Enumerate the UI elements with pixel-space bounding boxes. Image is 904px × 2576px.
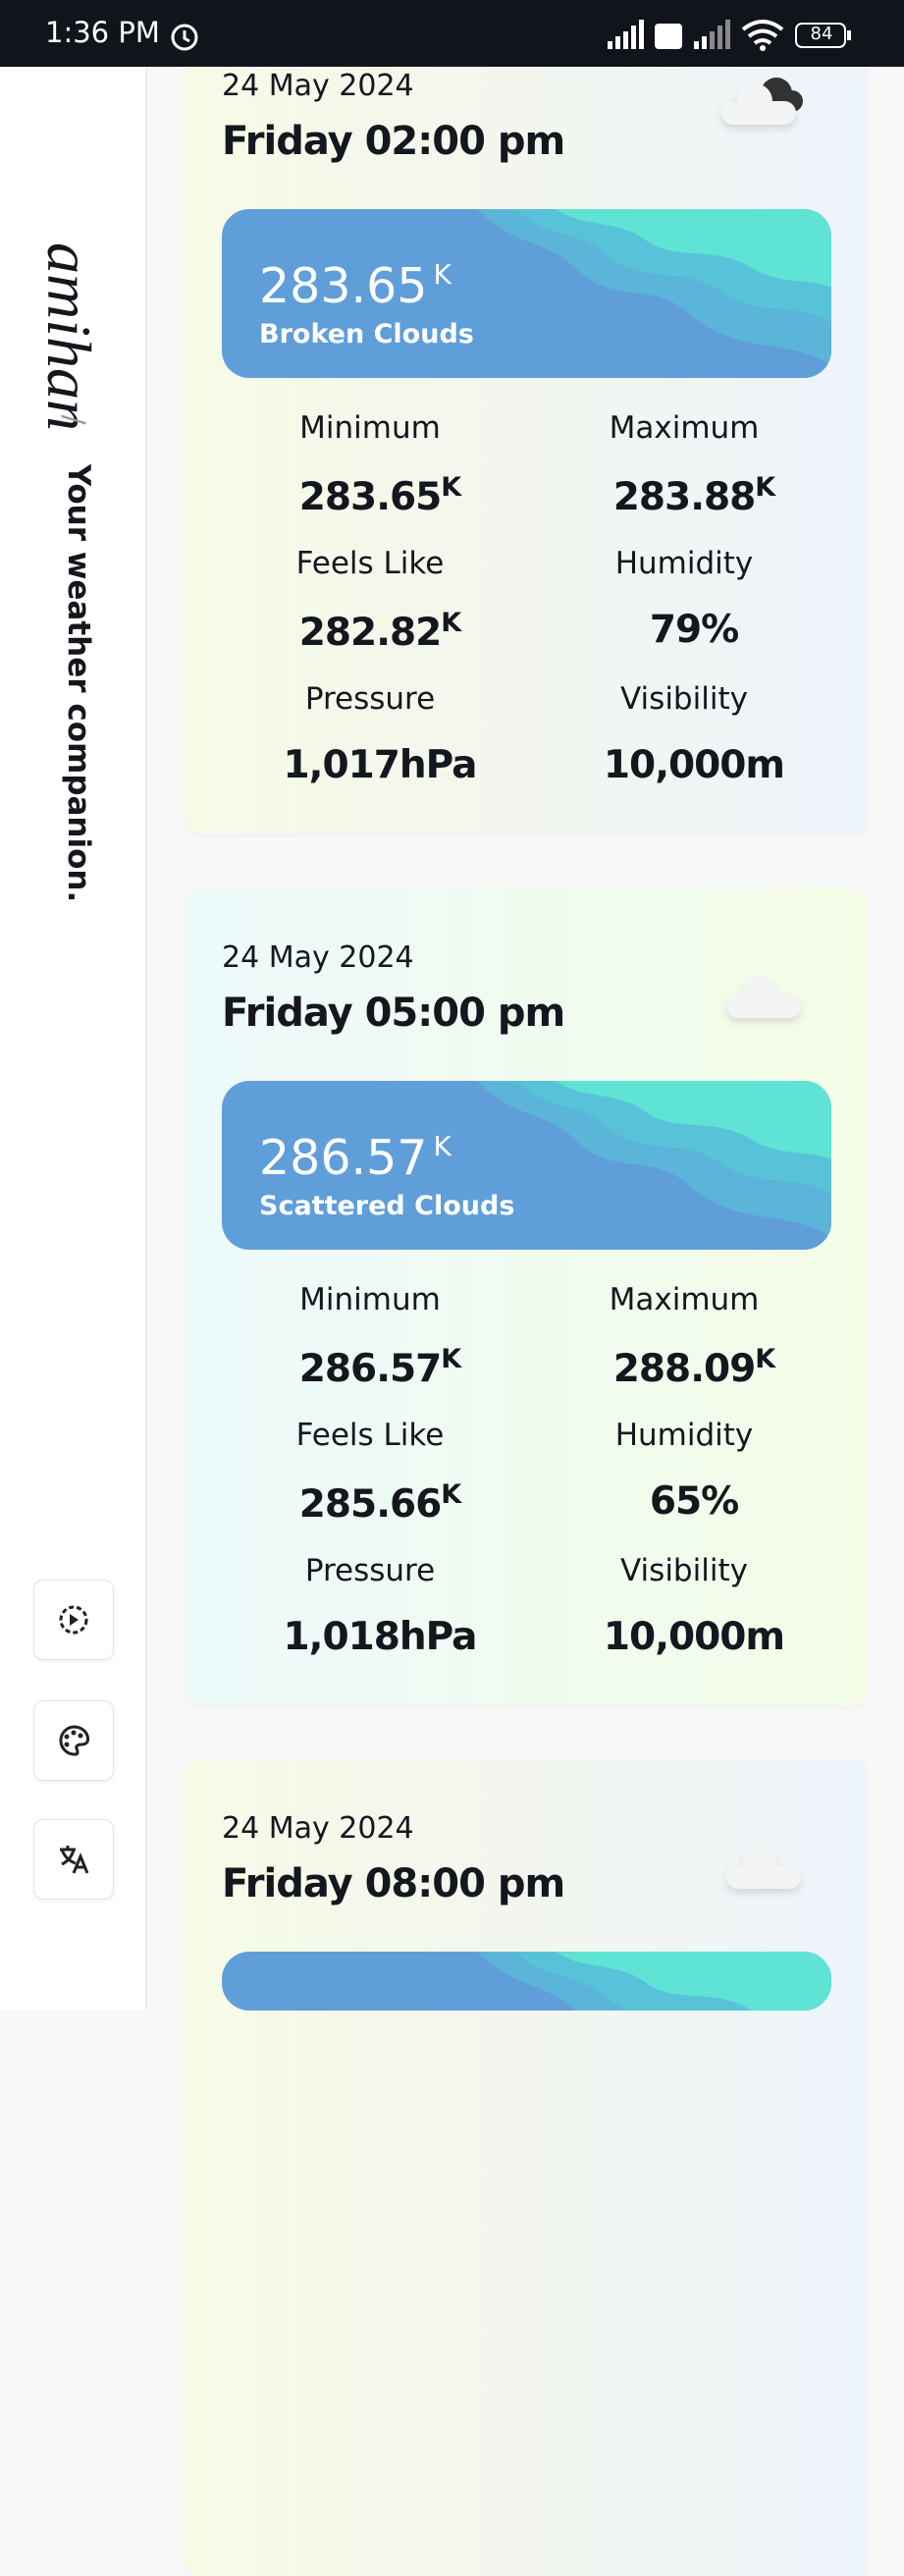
detail-unit: K [755,472,775,503]
weather-banner: 286.57 K Scattered Clouds [222,1081,831,1250]
weather-banner: 283.65 K Broken Clouds [222,209,831,378]
settings-button[interactable] [33,1580,114,1660]
detail-value: 79% [537,608,851,652]
detail-unit: K [441,1344,461,1374]
detail-label: Visibility [620,681,748,717]
temperature-unit: K [433,1130,452,1162]
detail-label: Humidity [614,1418,754,1453]
temperature: 283.65 K [259,258,452,314]
detail-value: 10,000m [537,1615,851,1659]
status-icons [608,20,851,51]
temperature-value: 283.65 [259,258,428,314]
detail-number: 10,000m [603,743,785,787]
detail-value: 282.82K [223,608,537,655]
detail-unit: K [441,472,461,503]
logo: amihan [34,242,104,431]
detail-number: 1,018hPa [283,1615,478,1659]
forecast-time: Friday 02:00 pm [222,119,565,164]
detail-number: 286.57 [298,1347,442,1391]
detail-value: 1,018hPa [223,1615,537,1659]
detail-value: 10,000m [537,743,851,787]
detail-number: 1,017hPa [283,743,478,787]
detail-label: Pressure [304,681,436,717]
forecast-date: 24 May 2024 [222,940,414,975]
detail-number: 283.88 [612,475,756,519]
detail-value: 285.66K [223,1479,537,1527]
weather-description: Broken Clouds [259,319,474,349]
weather-icon [711,1830,819,1908]
detail-label: Humidity [614,546,754,581]
forecast-card: 24 May 2024 Friday 02:00 pm 283.65 K Broken … [186,17,868,833]
detail-label: Visibility [620,1553,748,1588]
detail-value: 1,017hPa [223,743,537,787]
detail-number: 65% [649,1479,739,1524]
forecast-card: 24 May 2024 Friday 05:00 pm 286.57 K Scatter… [186,888,868,1705]
detail-number: 288.09 [612,1347,756,1391]
detail-label: Maximum [609,410,760,446]
detail-value: 286.57K [223,1344,537,1391]
detail-number: 282.82 [298,611,442,655]
separator: / [56,414,91,425]
theme-button[interactable] [33,1700,114,1781]
detail-label: Pressure [304,1553,436,1588]
detail-value: 65% [537,1479,851,1524]
weather-banner [222,1952,831,2011]
weather-icon [706,66,814,144]
detail-unit: K [755,1344,775,1374]
battery-level: 84 [810,24,833,44]
detail-number: 79% [649,608,739,652]
detail-value: 283.65K [223,472,537,519]
forecast-date: 24 May 2024 [222,69,414,103]
detail-number: 283.65 [298,475,442,519]
sidebar: amihan / Your weather companion. [0,67,147,2011]
temperature-unit: K [433,258,452,291]
temperature-value: 286.57 [259,1130,428,1186]
detail-value: 283.88K [537,472,851,519]
alarm-icon [171,24,198,51]
clock: 1:36 PM [45,16,160,49]
tagline: Your weather companion. [61,463,96,903]
detail-label: Maximum [609,1282,760,1317]
weather-icon [711,959,819,1038]
detail-value: 288.09K [537,1344,851,1391]
forecast-date: 24 May 2024 [222,1811,414,1846]
detail-label: Minimum [299,1282,441,1317]
detail-label: Minimum [299,410,441,446]
temperature: 286.57 K [259,1130,452,1186]
detail-label: Feels Like [295,1418,445,1453]
forecast-card: 24 May 2024 Friday 08:00 pm [186,1759,868,2576]
detail-label: Feels Like [295,546,445,581]
detail-number: 10,000m [603,1615,785,1659]
forecast-time: Friday 05:00 pm [222,991,565,1036]
detail-number: 285.66 [298,1482,442,1527]
status-bar: 1:36 PM 84 [0,0,904,67]
weather-description: Scattered Clouds [259,1191,515,1221]
language-button[interactable] [33,1819,114,1900]
detail-unit: K [441,1479,461,1510]
forecast-time: Friday 08:00 pm [222,1861,565,1906]
detail-unit: K [441,608,461,638]
